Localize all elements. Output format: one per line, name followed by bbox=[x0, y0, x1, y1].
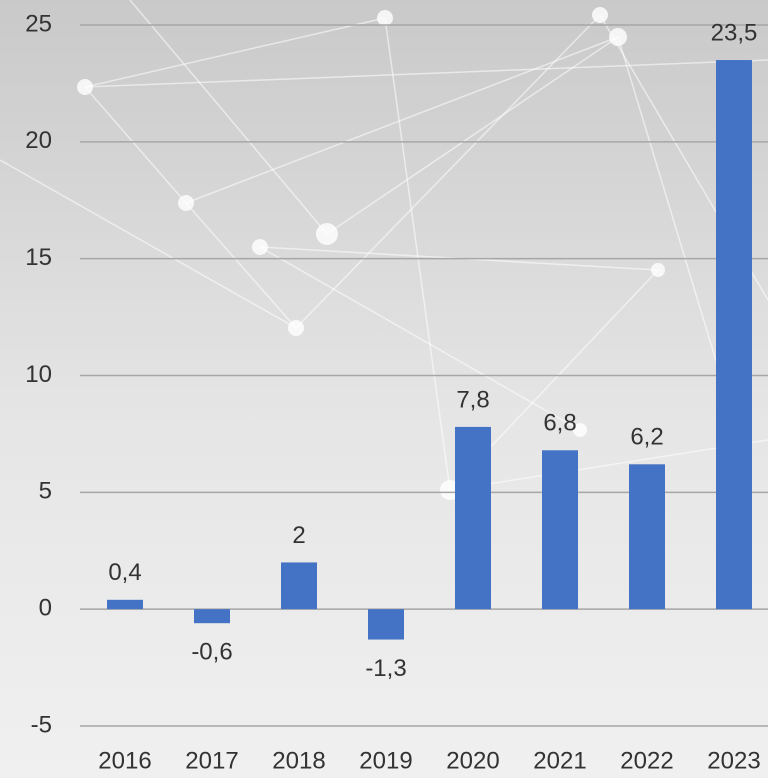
x-tick-label: 2017 bbox=[185, 747, 238, 774]
bar bbox=[716, 60, 752, 610]
data-label: 6,8 bbox=[543, 410, 576, 437]
x-tick-label: 2021 bbox=[533, 747, 586, 774]
data-label: 0,4 bbox=[108, 559, 141, 586]
x-tick-label: 2018 bbox=[272, 747, 325, 774]
y-tick-label: -5 bbox=[31, 711, 52, 738]
data-label: 6,2 bbox=[630, 424, 663, 451]
bar bbox=[194, 609, 230, 624]
bar bbox=[368, 609, 404, 640]
data-label: -0,6 bbox=[191, 639, 232, 666]
x-tick-label: 2023 bbox=[707, 747, 760, 774]
data-label: 7,8 bbox=[456, 386, 489, 413]
y-tick-label: 10 bbox=[25, 361, 52, 388]
data-label: 2 bbox=[292, 522, 305, 549]
bar bbox=[629, 464, 665, 610]
background-network bbox=[0, 0, 768, 500]
y-tick-label: 0 bbox=[39, 595, 52, 622]
x-tick-label: 2020 bbox=[446, 747, 499, 774]
y-tick-label: 25 bbox=[25, 10, 52, 37]
bar bbox=[542, 450, 578, 610]
x-tick-label: 2016 bbox=[98, 747, 151, 774]
x-tick-label: 2019 bbox=[359, 747, 412, 774]
x-tick-label: 2022 bbox=[620, 747, 673, 774]
data-label: 23,5 bbox=[711, 19, 758, 46]
data-label: -1,3 bbox=[365, 655, 406, 682]
bar bbox=[455, 426, 491, 610]
bar bbox=[281, 562, 317, 610]
bar bbox=[107, 599, 143, 610]
y-tick-label: 20 bbox=[25, 127, 52, 154]
y-tick-label: 5 bbox=[39, 478, 52, 505]
y-tick-label: 15 bbox=[25, 244, 52, 271]
